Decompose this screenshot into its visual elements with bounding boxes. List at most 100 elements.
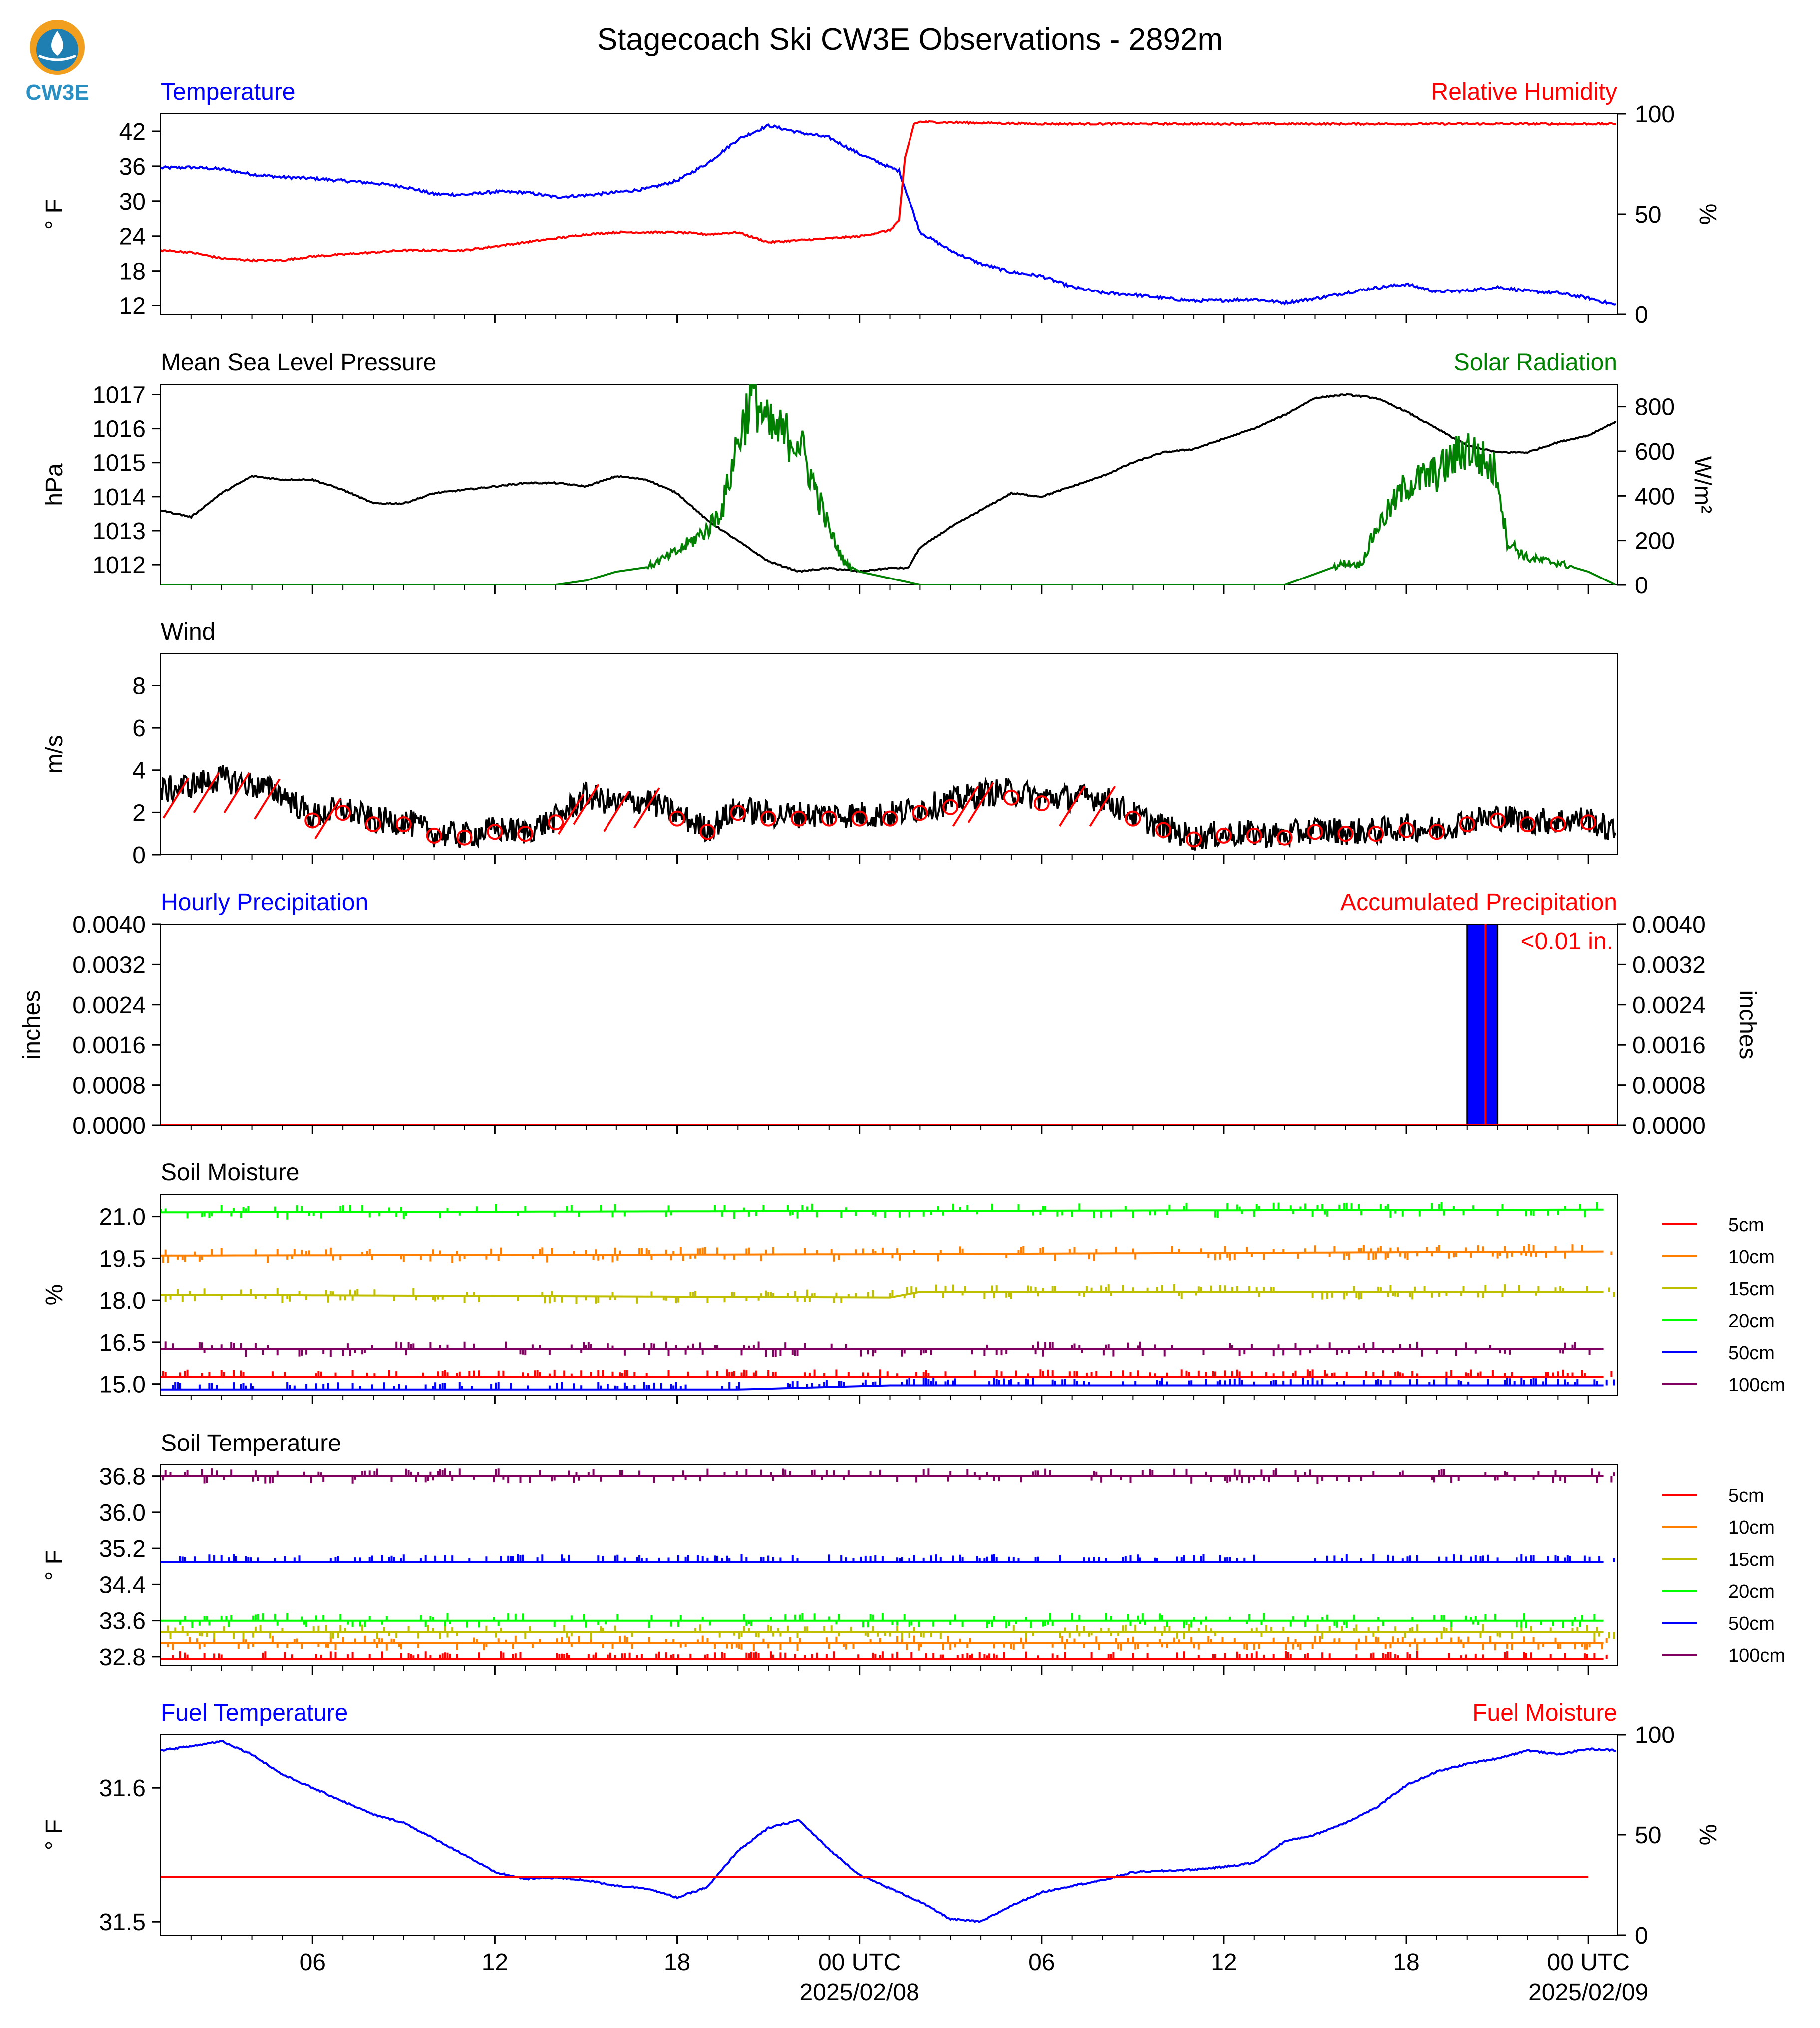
panel-soil_temperature: Soil Temperature 32.8 33.6 34.4 35.2 36.0 36.8… [41, 1430, 1785, 1675]
y-tick-label-right: 0.0032 [1632, 952, 1706, 978]
y-tick-label-left: 18 [119, 259, 146, 285]
y-axis-label-right: % [1694, 1824, 1721, 1846]
y-axis-label-left: m/s [41, 735, 68, 773]
series-noise-100cm [162, 1468, 1615, 1484]
y-tick-label-right: 100 [1635, 1722, 1675, 1748]
x-tick-label: 06 [300, 1949, 326, 1976]
wind-calm-marker [760, 810, 777, 827]
plot-area [161, 765, 1616, 851]
y-axis-label-right: inches [1734, 990, 1761, 1060]
y-axis-label-right: W/m² [1689, 456, 1716, 514]
logo-text: CW3E [25, 80, 89, 105]
y-tick-label-right: 0.0008 [1632, 1073, 1706, 1099]
y-tick-label-right: 100 [1635, 101, 1675, 128]
y-axis-label-left: ° F [41, 199, 68, 230]
x-tick-label: 18 [664, 1949, 690, 1976]
wind-calm-marker [487, 824, 503, 840]
panel-soil_moisture: Soil Moisture 15.0 16.5 18.0 19.5 21.0% 5cm 10c… [41, 1159, 1785, 1404]
wind-calm-marker [1246, 827, 1262, 844]
y-tick-label-left: 36.8 [99, 1464, 146, 1490]
y-tick-label-left: 42 [119, 119, 146, 145]
y-axis-label-left: inches [19, 990, 45, 1060]
wind-calm-marker [942, 799, 959, 815]
wind-barb-marker [162, 777, 190, 819]
x-tick-date-label: 2025/02/09 [1528, 1979, 1648, 2006]
legend-label-50cm: 50cm [1728, 1343, 1775, 1364]
wind-calm-marker [821, 810, 837, 827]
y-tick-label-right: 0 [1635, 573, 1648, 599]
panel-title-right: Fuel Moisture [1472, 1700, 1617, 1726]
figure-title: Stagecoach Ski CW3E Observations - 2892m [597, 22, 1223, 57]
wind-calm-marker [335, 805, 351, 821]
x-tick-date-label: 2025/02/08 [800, 1979, 919, 2006]
panel-precip: Hourly Precipitation Accumulated Precipit… [19, 889, 1761, 1139]
panel-title-left: Hourly Precipitation [161, 889, 368, 916]
y-tick-label-left: 31.6 [99, 1775, 146, 1802]
plot-area [161, 924, 1617, 1125]
series-noise-5cm [172, 1651, 1608, 1659]
series-line-temperature [161, 123, 1616, 306]
precip-bar [1466, 924, 1499, 1125]
y-tick-label-right: 800 [1635, 394, 1675, 421]
logo-drop-icon [51, 31, 64, 56]
y-tick-label-left: 30 [119, 189, 146, 215]
series-noise-15cm [164, 1284, 1615, 1304]
y-tick-label-left: 34.4 [99, 1572, 146, 1598]
y-tick-label-right: 0 [1635, 302, 1648, 328]
wind-calm-marker [1155, 822, 1172, 838]
y-tick-label-left: 0.0000 [72, 1113, 146, 1139]
y-axis-label-left: ° F [41, 1550, 68, 1581]
y-tick-label-right: 0.0040 [1632, 912, 1706, 938]
wind-calm-marker [730, 805, 746, 821]
x-tick-label: 00 UTC [818, 1949, 901, 1976]
y-tick-label-left: 1017 [92, 382, 146, 408]
y-tick-label-left: 1012 [92, 552, 146, 579]
y-axis-label-left: % [41, 1284, 68, 1306]
y-tick-label-left: 1014 [92, 484, 146, 511]
y-tick-label-left: 24 [119, 224, 146, 250]
plot-frame [160, 653, 1618, 855]
panel-title-left: Soil Moisture [161, 1159, 299, 1186]
panel-wind: Wind 0 2 4 6 8 m/s [41, 619, 1618, 869]
series-noise-20cm [179, 1613, 1596, 1629]
series-noise-10cm [162, 1244, 1613, 1263]
wind-calm-marker [1519, 816, 1536, 833]
series-line-fuel-temperature [161, 1740, 1616, 1923]
series-line-15cm [161, 1291, 1604, 1299]
y-tick-label-left: 36.0 [99, 1500, 146, 1526]
legend-label-15cm: 15cm [1728, 1549, 1775, 1570]
y-tick-label-left: 4 [132, 758, 146, 784]
y-tick-label-left: 0.0024 [72, 992, 146, 1019]
legend-label-100cm: 100cm [1728, 1375, 1785, 1396]
y-axis-label-left: ° F [41, 1819, 68, 1850]
x-tick-label: 06 [1028, 1949, 1055, 1976]
y-tick-label-left: 33.6 [99, 1608, 146, 1635]
panel-title-right: Solar Radiation [1454, 349, 1617, 376]
series-noise-5cm [162, 1369, 1613, 1377]
wind-calm-marker [365, 816, 381, 833]
wind-calm-marker [548, 814, 564, 831]
y-tick-label-left: 1013 [92, 518, 146, 545]
y-tick-label-right: 50 [1635, 1822, 1661, 1849]
wind-calm-marker [699, 824, 716, 840]
series-line-relative-humidity [161, 120, 1616, 263]
wind-calm-marker [851, 810, 868, 827]
y-tick-label-left: 6 [132, 715, 146, 742]
wind-calm-marker [1489, 812, 1506, 829]
panel-pressure_solar: Mean Sea Level Pressure Solar Radiation 10… [41, 349, 1716, 599]
series-line-wind [161, 765, 1616, 851]
y-tick-label-left: 18.0 [99, 1288, 146, 1314]
y-axis-label-right: % [1694, 204, 1721, 225]
y-tick-label-right: 600 [1635, 439, 1675, 465]
legend-label-20cm: 20cm [1728, 1311, 1775, 1332]
plot-area [161, 1740, 1616, 1923]
wind-calm-marker [1186, 831, 1202, 848]
wind-barb-marker [314, 798, 341, 840]
wind-calm-marker [1459, 816, 1475, 833]
wind-calm-marker [517, 826, 534, 842]
y-tick-label-left: 12 [119, 293, 146, 320]
series-line-pressure [161, 393, 1617, 573]
wind-calm-marker [1003, 789, 1019, 806]
wind-calm-marker [1125, 810, 1141, 827]
wind-calm-marker [1337, 826, 1354, 842]
